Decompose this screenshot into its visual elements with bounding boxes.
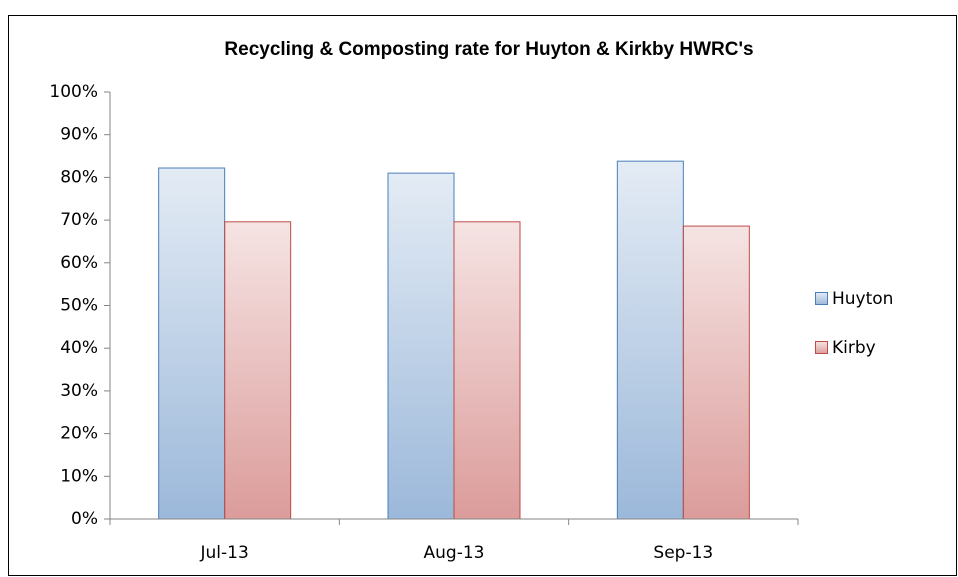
bar [224, 221, 292, 520]
x-tick-label: Sep-13 [653, 543, 713, 563]
y-tick-label: 60% [60, 253, 98, 273]
y-tick-label: 100% [49, 82, 98, 102]
bar [682, 225, 750, 520]
y-tick-label: 50% [60, 296, 98, 316]
legend-label: Kirby [832, 338, 876, 358]
legend-swatch [815, 292, 828, 305]
y-tick-label: 90% [60, 125, 98, 145]
legend-label: Huyton [832, 289, 893, 309]
legend-swatch [815, 341, 828, 354]
bar [387, 172, 455, 520]
y-tick-label: 0% [71, 509, 98, 529]
y-tick-label: 40% [60, 338, 98, 358]
x-tick-label: Jul-13 [200, 543, 249, 563]
bar [158, 167, 226, 520]
y-tick-label: 20% [60, 424, 98, 444]
x-tick-label: Aug-13 [424, 543, 485, 563]
y-tick-label: 10% [60, 466, 98, 486]
chart-title: Recycling & Composting rate for Huyton &… [224, 39, 753, 60]
bar [453, 221, 521, 520]
bar [616, 160, 684, 520]
y-tick-label: 80% [60, 167, 98, 187]
y-tick-label: 30% [60, 381, 98, 401]
y-tick-label: 70% [60, 210, 98, 230]
